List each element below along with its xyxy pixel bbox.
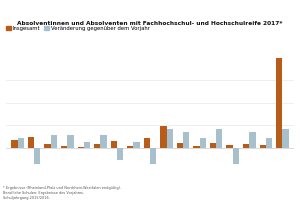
Bar [160, 126, 167, 148]
Text: * Ergebnisse (Rheinland-Pfalz und Nordrhein-Westfalen endgültig).
Berufliche Sch: * Ergebnisse (Rheinland-Pfalz und Nordrh… [3, 186, 121, 200]
Bar [150, 148, 156, 179]
Bar [61, 146, 67, 148]
Bar [183, 132, 189, 148]
Bar [282, 129, 289, 148]
Bar [67, 135, 74, 148]
Bar [216, 129, 223, 148]
Bar [127, 146, 134, 148]
Bar [11, 140, 18, 148]
Bar [117, 148, 123, 160]
Legend: Insgesamt, Veränderung gegenüber dem Vorjahr: Insgesamt, Veränderung gegenüber dem Vor… [6, 26, 150, 31]
Bar [100, 135, 106, 148]
Bar [77, 147, 84, 148]
Bar [194, 146, 200, 148]
Bar [111, 141, 117, 148]
Bar [84, 142, 90, 148]
Bar [233, 148, 239, 192]
Bar [200, 138, 206, 148]
Bar [18, 138, 24, 148]
Bar [260, 145, 266, 148]
Bar [134, 142, 140, 148]
Bar [34, 148, 41, 167]
Bar [226, 145, 233, 148]
Bar [266, 138, 272, 148]
Bar [51, 135, 57, 148]
Bar [276, 58, 282, 148]
Bar [177, 143, 183, 148]
Bar [28, 137, 34, 148]
Bar [167, 129, 173, 148]
Title: Absolventinnen und Absolventen mit Fachhochschul- und Hochschulreife 2017*: Absolventinnen und Absolventen mit Fachh… [17, 21, 283, 26]
Bar [94, 144, 100, 148]
Bar [210, 143, 216, 148]
Bar [243, 144, 249, 148]
Bar [249, 132, 256, 148]
Bar [44, 144, 51, 148]
Bar [144, 138, 150, 148]
